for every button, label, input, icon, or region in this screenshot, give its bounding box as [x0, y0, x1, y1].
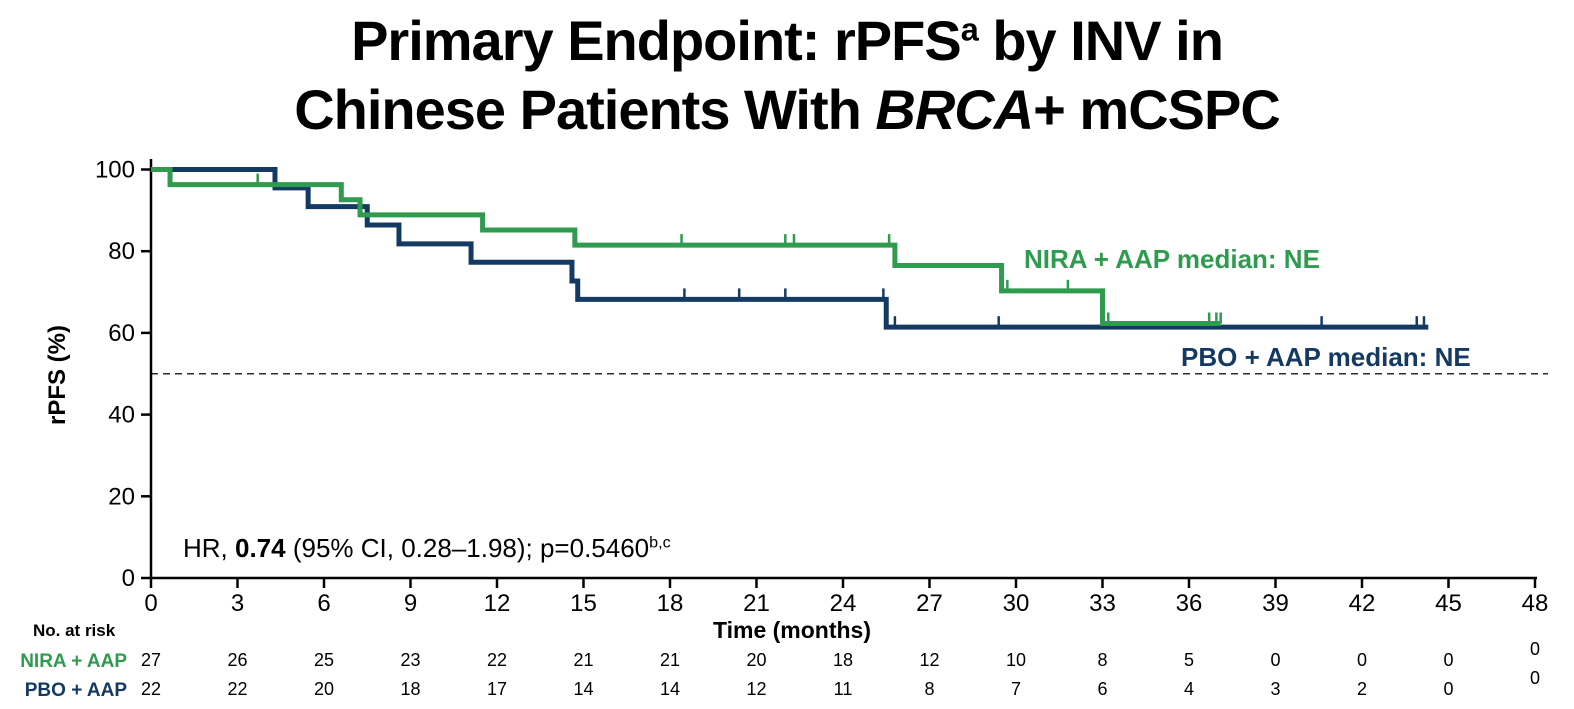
- x-tick-label: 18: [657, 590, 684, 617]
- x-tick-label: 45: [1435, 590, 1462, 617]
- risk-count-nira: 20: [746, 650, 767, 670]
- x-tick-label: 3: [231, 590, 244, 617]
- x-tick-label: 42: [1349, 590, 1376, 617]
- risk-count-nira: 22: [486, 650, 507, 670]
- risk-count-pbo: 0: [1443, 679, 1454, 699]
- risk-count-nira: 12: [919, 650, 940, 670]
- risk-count-pbo: 7: [1010, 679, 1021, 699]
- risk-count-pbo: 2: [1356, 679, 1367, 699]
- x-tick-label: 30: [1003, 590, 1030, 617]
- risk-count-nira: 21: [659, 650, 680, 670]
- x-tick-label: 15: [570, 590, 597, 617]
- risk-count-pbo: 22: [227, 679, 248, 699]
- risk-count-nira: 10: [1005, 650, 1026, 670]
- risk-count-nira: 0: [1443, 650, 1454, 670]
- risk-count-nira: 23: [400, 650, 421, 670]
- page-title-line2: Chinese Patients With BRCA+ mCSPC: [294, 78, 1281, 141]
- y-tick-label: 40: [108, 402, 135, 429]
- pbo-median-label: PBO + AAP median: NE: [1181, 342, 1471, 372]
- risk-count-nira: 21: [573, 650, 594, 670]
- nira-median-label: NIRA + AAP median: NE: [1024, 244, 1320, 274]
- y-tick-label: 20: [108, 483, 135, 510]
- risk-count-pbo: 14: [659, 679, 680, 699]
- risk-row-label-pbo: PBO + AAP: [24, 680, 127, 701]
- risk-count-nira: 8: [1097, 650, 1108, 670]
- risk-count-nira: 0: [1529, 639, 1540, 659]
- hr-value: 0.74: [235, 533, 286, 563]
- risk-count-nira: 18: [832, 650, 853, 670]
- title-superscript-a: a: [960, 11, 979, 48]
- x-tick-label: 0: [144, 590, 157, 617]
- risk-count-pbo: 8: [924, 679, 935, 699]
- y-axis-label: rPFS (%): [44, 325, 71, 426]
- risk-count-pbo: 12: [746, 679, 767, 699]
- risk-count-pbo: 22: [140, 679, 162, 699]
- risk-count-pbo: 4: [1183, 679, 1194, 699]
- risk-count-pbo: 20: [313, 679, 334, 699]
- risk-table-heading: No. at risk: [33, 621, 116, 640]
- risk-count-nira: 0: [1356, 650, 1367, 670]
- y-tick-label: 80: [108, 238, 135, 265]
- page-title-line1: Primary Endpoint: rPFSa by INV in: [351, 9, 1224, 72]
- risk-count-pbo: 18: [400, 679, 421, 699]
- x-tick-label: 33: [1089, 590, 1116, 617]
- risk-count-nira: 0: [1270, 650, 1281, 670]
- risk-row-label-nira: NIRA + AAP: [20, 651, 127, 672]
- risk-count-nira: 25: [313, 650, 334, 670]
- risk-count-pbo: 0: [1529, 668, 1540, 688]
- risk-count-pbo: 17: [486, 679, 507, 699]
- y-tick-label: 100: [95, 157, 135, 184]
- x-tick-label: 24: [830, 590, 857, 617]
- risk-count-pbo: 3: [1270, 679, 1281, 699]
- hr-annotation: HR, 0.74 (95% CI, 0.28–1.98); p=0.5460b,…: [183, 533, 671, 563]
- x-tick-label: 21: [743, 590, 770, 617]
- x-tick-label: 39: [1262, 590, 1289, 617]
- risk-count-pbo: 14: [573, 679, 594, 699]
- hr-footnote-marks: b,c: [649, 533, 671, 552]
- y-tick-label: 0: [122, 565, 135, 592]
- x-axis-label: Time (months): [712, 617, 872, 643]
- km-curve-nira_aap: [151, 167, 1221, 327]
- risk-count-pbo: 6: [1097, 679, 1108, 699]
- x-tick-label: 6: [317, 590, 330, 617]
- y-tick-label: 60: [108, 320, 135, 347]
- risk-count-nira: 27: [140, 650, 162, 670]
- risk-count-nira: 26: [227, 650, 248, 670]
- km-curve-pbo_aap: [151, 167, 1429, 330]
- x-tick-label: 36: [1176, 590, 1203, 617]
- x-tick-label: 27: [916, 590, 943, 617]
- risk-count-pbo: 11: [833, 679, 853, 699]
- risk-count-nira: 5: [1183, 650, 1194, 670]
- x-tick-label: 12: [484, 590, 511, 617]
- page-title: Primary Endpoint: rPFSa by INV in Chines…: [0, 6, 1574, 144]
- x-tick-label: 48: [1522, 590, 1549, 617]
- x-tick-label: 9: [404, 590, 417, 617]
